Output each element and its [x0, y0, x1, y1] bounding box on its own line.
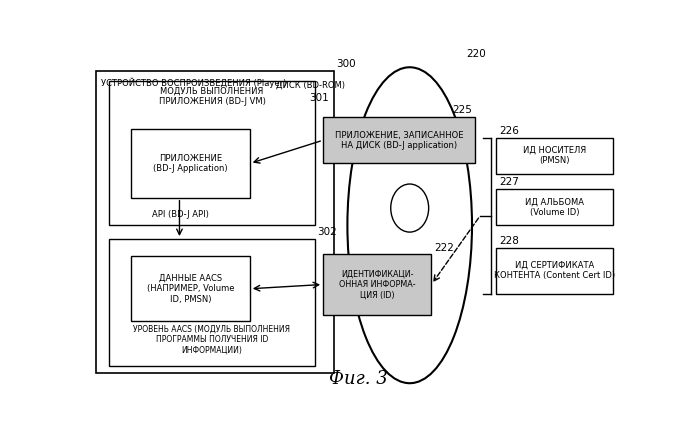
Ellipse shape: [391, 184, 428, 232]
Bar: [323, 117, 475, 163]
Text: 302: 302: [317, 227, 338, 237]
Text: API (BD-J API): API (BD-J API): [152, 211, 209, 219]
Text: 228: 228: [499, 236, 519, 246]
Bar: [96, 71, 334, 373]
Ellipse shape: [347, 67, 472, 383]
Text: УРОВЕНЬ AACS (МОДУЛЬ ВЫПОЛНЕНИЯ
ПРОГРАММЫ ПОЛУЧЕНИЯ ID
ИНФОРМАЦИИ): УРОВЕНЬ AACS (МОДУЛЬ ВЫПОЛНЕНИЯ ПРОГРАММ…: [134, 325, 291, 355]
Text: 225: 225: [452, 105, 472, 116]
Bar: [496, 138, 613, 173]
Bar: [131, 129, 250, 198]
Bar: [109, 81, 315, 225]
Text: 301: 301: [309, 93, 329, 103]
Text: МОДУЛЬ ВЫПОЛНЕНИЯ
ПРИЛОЖЕНИЯ (BD-J VM): МОДУЛЬ ВЫПОЛНЕНИЯ ПРИЛОЖЕНИЯ (BD-J VM): [159, 86, 266, 106]
Bar: [496, 189, 613, 225]
Text: УСТРОЙСТВО ВОСПРОИЗВЕДЕНИЯ (Player): УСТРОЙСТВО ВОСПРОИЗВЕДЕНИЯ (Player): [101, 78, 287, 88]
Text: 300: 300: [337, 59, 356, 69]
Text: ДАННЫЕ AACS
(НАПРИМЕР, Volume
ID, PMSN): ДАННЫЕ AACS (НАПРИМЕР, Volume ID, PMSN): [147, 274, 234, 304]
Text: ИД СЕРТИФИКАТА
КОНТЕНТА (Content Cert ID): ИД СЕРТИФИКАТА КОНТЕНТА (Content Cert ID…: [494, 261, 615, 281]
Bar: [496, 248, 613, 294]
Text: ИДЕНТИФИКАЦИ-
ОННАЯ ИНФОРМА-
ЦИЯ (ID): ИДЕНТИФИКАЦИ- ОННАЯ ИНФОРМА- ЦИЯ (ID): [339, 269, 415, 299]
Bar: [109, 239, 315, 366]
Text: ИД НОСИТЕЛЯ
(PMSN): ИД НОСИТЕЛЯ (PMSN): [523, 146, 586, 165]
Text: 227: 227: [499, 178, 519, 187]
Bar: [131, 256, 250, 322]
Text: ИД АЛЬБОМА
(Volume ID): ИД АЛЬБОМА (Volume ID): [525, 198, 584, 217]
Bar: [323, 254, 431, 314]
Text: ПРИЛОЖЕНИЕ
(BD-J Application): ПРИЛОЖЕНИЕ (BD-J Application): [153, 154, 228, 173]
Text: Фиг. 3: Фиг. 3: [329, 370, 388, 388]
Text: ДИСК (BD-ROM): ДИСК (BD-ROM): [275, 81, 345, 90]
Text: 222: 222: [434, 243, 454, 253]
Text: 220: 220: [467, 49, 487, 59]
Text: 226: 226: [499, 126, 519, 136]
Text: ПРИЛОЖЕНИЕ, ЗАПИСАННОЕ
НА ДИСК (BD-J application): ПРИЛОЖЕНИЕ, ЗАПИСАННОЕ НА ДИСК (BD-J app…: [335, 131, 463, 150]
